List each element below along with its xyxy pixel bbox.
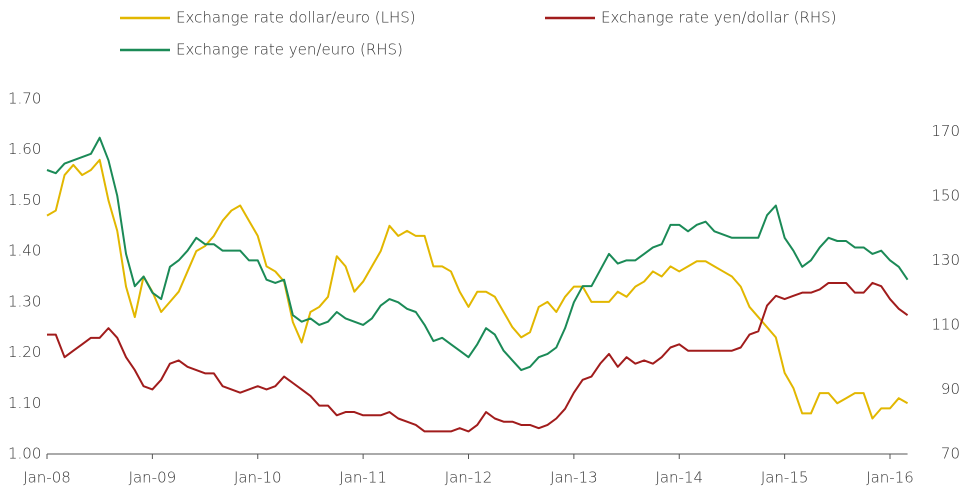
x-tick-label: Jan-11 [339, 469, 387, 487]
y2-tick-label: 90 [941, 380, 960, 398]
legend-label: Exchange rate yen/dollar (RHS) [601, 9, 837, 27]
y2-tick-label: 150 [931, 186, 960, 204]
series-line [46, 136, 909, 372]
x-tick-label: Jan-15 [761, 469, 809, 487]
y-tick-label: 1.40 [8, 242, 41, 260]
y-tick-label: 1.20 [8, 343, 41, 361]
y-tick-label: 1.10 [8, 394, 41, 412]
x-tick-label: Jan-08 [23, 469, 71, 487]
x-tick-label: Jan-13 [550, 469, 598, 487]
y2-tick-label: 110 [931, 315, 960, 333]
legend-label: Exchange rate dollar/euro (LHS) [176, 9, 416, 27]
y2-tick-label: 130 [931, 251, 960, 269]
series-line [46, 158, 909, 420]
y-tick-label: 1.30 [8, 292, 41, 310]
y-tick-label: 1.70 [8, 90, 41, 108]
y-tick-label: 1.00 [8, 445, 41, 463]
legend-label: Exchange rate yen/euro (RHS) [176, 41, 403, 59]
y-tick-label: 1.60 [8, 140, 41, 158]
x-tick-label: Jan-14 [655, 469, 703, 487]
x-tick-label: Jan-12 [445, 469, 493, 487]
y2-tick-label: 70 [941, 445, 960, 463]
x-tick-label: Jan-09 [129, 469, 177, 487]
x-tick-label: Jan-16 [866, 469, 914, 487]
x-tick-label: Jan-10 [234, 469, 282, 487]
y-tick-label: 1.50 [8, 191, 41, 209]
series-line [47, 281, 909, 433]
y2-tick-label: 170 [931, 122, 960, 140]
